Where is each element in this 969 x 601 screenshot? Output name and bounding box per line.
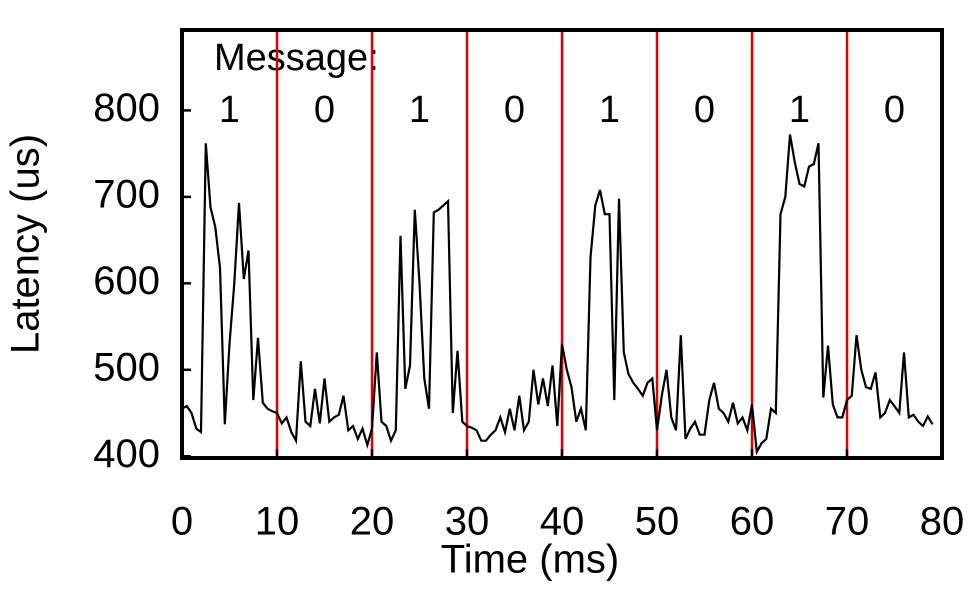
bit-label: 0	[884, 89, 905, 131]
x-tick-label: 60	[730, 500, 775, 544]
x-tick-label: 0	[171, 500, 193, 544]
bit-label: 1	[409, 89, 430, 131]
latency-line	[181, 134, 934, 456]
bit-label: 0	[314, 89, 335, 131]
bit-label: 1	[599, 89, 620, 131]
annotation: Message:	[214, 37, 379, 79]
y-axis-label: Latency (us)	[4, 134, 48, 354]
x-axis-label: Time (ms)	[441, 538, 619, 582]
x-tick-label: 80	[920, 500, 965, 544]
x-tick-label: 30	[445, 500, 490, 544]
plot-frame	[180, 28, 944, 460]
y-tick-label: 400	[93, 432, 160, 476]
x-tick-label: 40	[540, 500, 585, 544]
x-tick-label: 70	[825, 500, 870, 544]
x-tick-label: 50	[635, 500, 680, 544]
bit-label: 1	[789, 89, 810, 131]
bit-label: 0	[504, 89, 525, 131]
bit-label: 0	[694, 89, 715, 131]
x-tick-label: 10	[255, 500, 300, 544]
y-tick-label: 600	[93, 259, 160, 303]
y-tick-label: 800	[93, 86, 160, 130]
y-tick-label: 700	[93, 172, 160, 216]
x-tick-label: 20	[350, 500, 395, 544]
bit-label: 1	[219, 89, 240, 131]
y-tick-label: 500	[93, 345, 160, 389]
